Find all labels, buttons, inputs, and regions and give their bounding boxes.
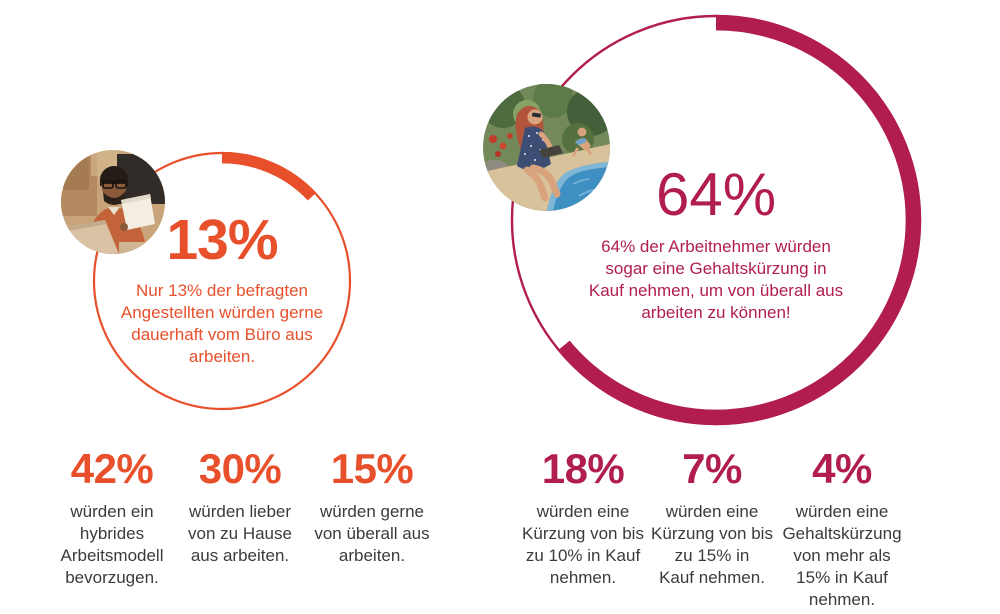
stat-value: 15%: [330, 445, 414, 492]
percent-caption-office: Nur 13% der befragten Angestellten würde…: [120, 281, 324, 366]
stat-item: 7% würden eine Kürzung von bis zu 15% in…: [637, 448, 787, 589]
stat-label: würden eine Kürzung von bis zu 10% in Ka…: [522, 502, 644, 587]
stat-item: 4% würden eine Gehaltskürzung von mehr a…: [767, 448, 917, 611]
percent-caption-paycut: 64% der Arbeitnehmer würden sogar eine G…: [588, 237, 844, 322]
percent-headline-paycut: 64%: [655, 161, 777, 228]
percent-headline-office: 13%: [166, 208, 278, 272]
stat-value: 18%: [541, 445, 625, 492]
ring-progress-arc: [92, 151, 352, 411]
stat-item: 15% würden gerne von überall aus arbeite…: [297, 448, 447, 567]
stat-label: würden ein hybrides Arbeitsmodell bevorz…: [60, 502, 164, 587]
stat-label: würden eine Gehaltskürzung von mehr als …: [782, 502, 902, 609]
stat-value: 42%: [70, 445, 154, 492]
stat-value: 4%: [812, 445, 872, 492]
stat-label: würden eine Kürzung von bis zu 15% in Ka…: [651, 502, 773, 587]
office-worker-photo: [61, 150, 165, 254]
stat-item: 30% würden lieber von zu Hause aus arbei…: [165, 448, 315, 567]
stat-item: 18% würden eine Kürzung von bis zu 10% i…: [508, 448, 658, 589]
stat-value: 7%: [682, 445, 742, 492]
ring-chart-paycut: [510, 14, 922, 426]
stat-value: 30%: [198, 445, 282, 492]
ring-progress-arc: [510, 14, 922, 426]
poolside-woman-photo: [483, 84, 610, 211]
stat-label: würden lieber von zu Hause aus arbeiten.: [188, 502, 292, 565]
stat-item: 42% würden ein hybrides Arbeitsmodell be…: [37, 448, 187, 589]
stat-label: würden gerne von überall aus arbeiten.: [314, 502, 430, 565]
ring-chart-office: [92, 151, 352, 411]
